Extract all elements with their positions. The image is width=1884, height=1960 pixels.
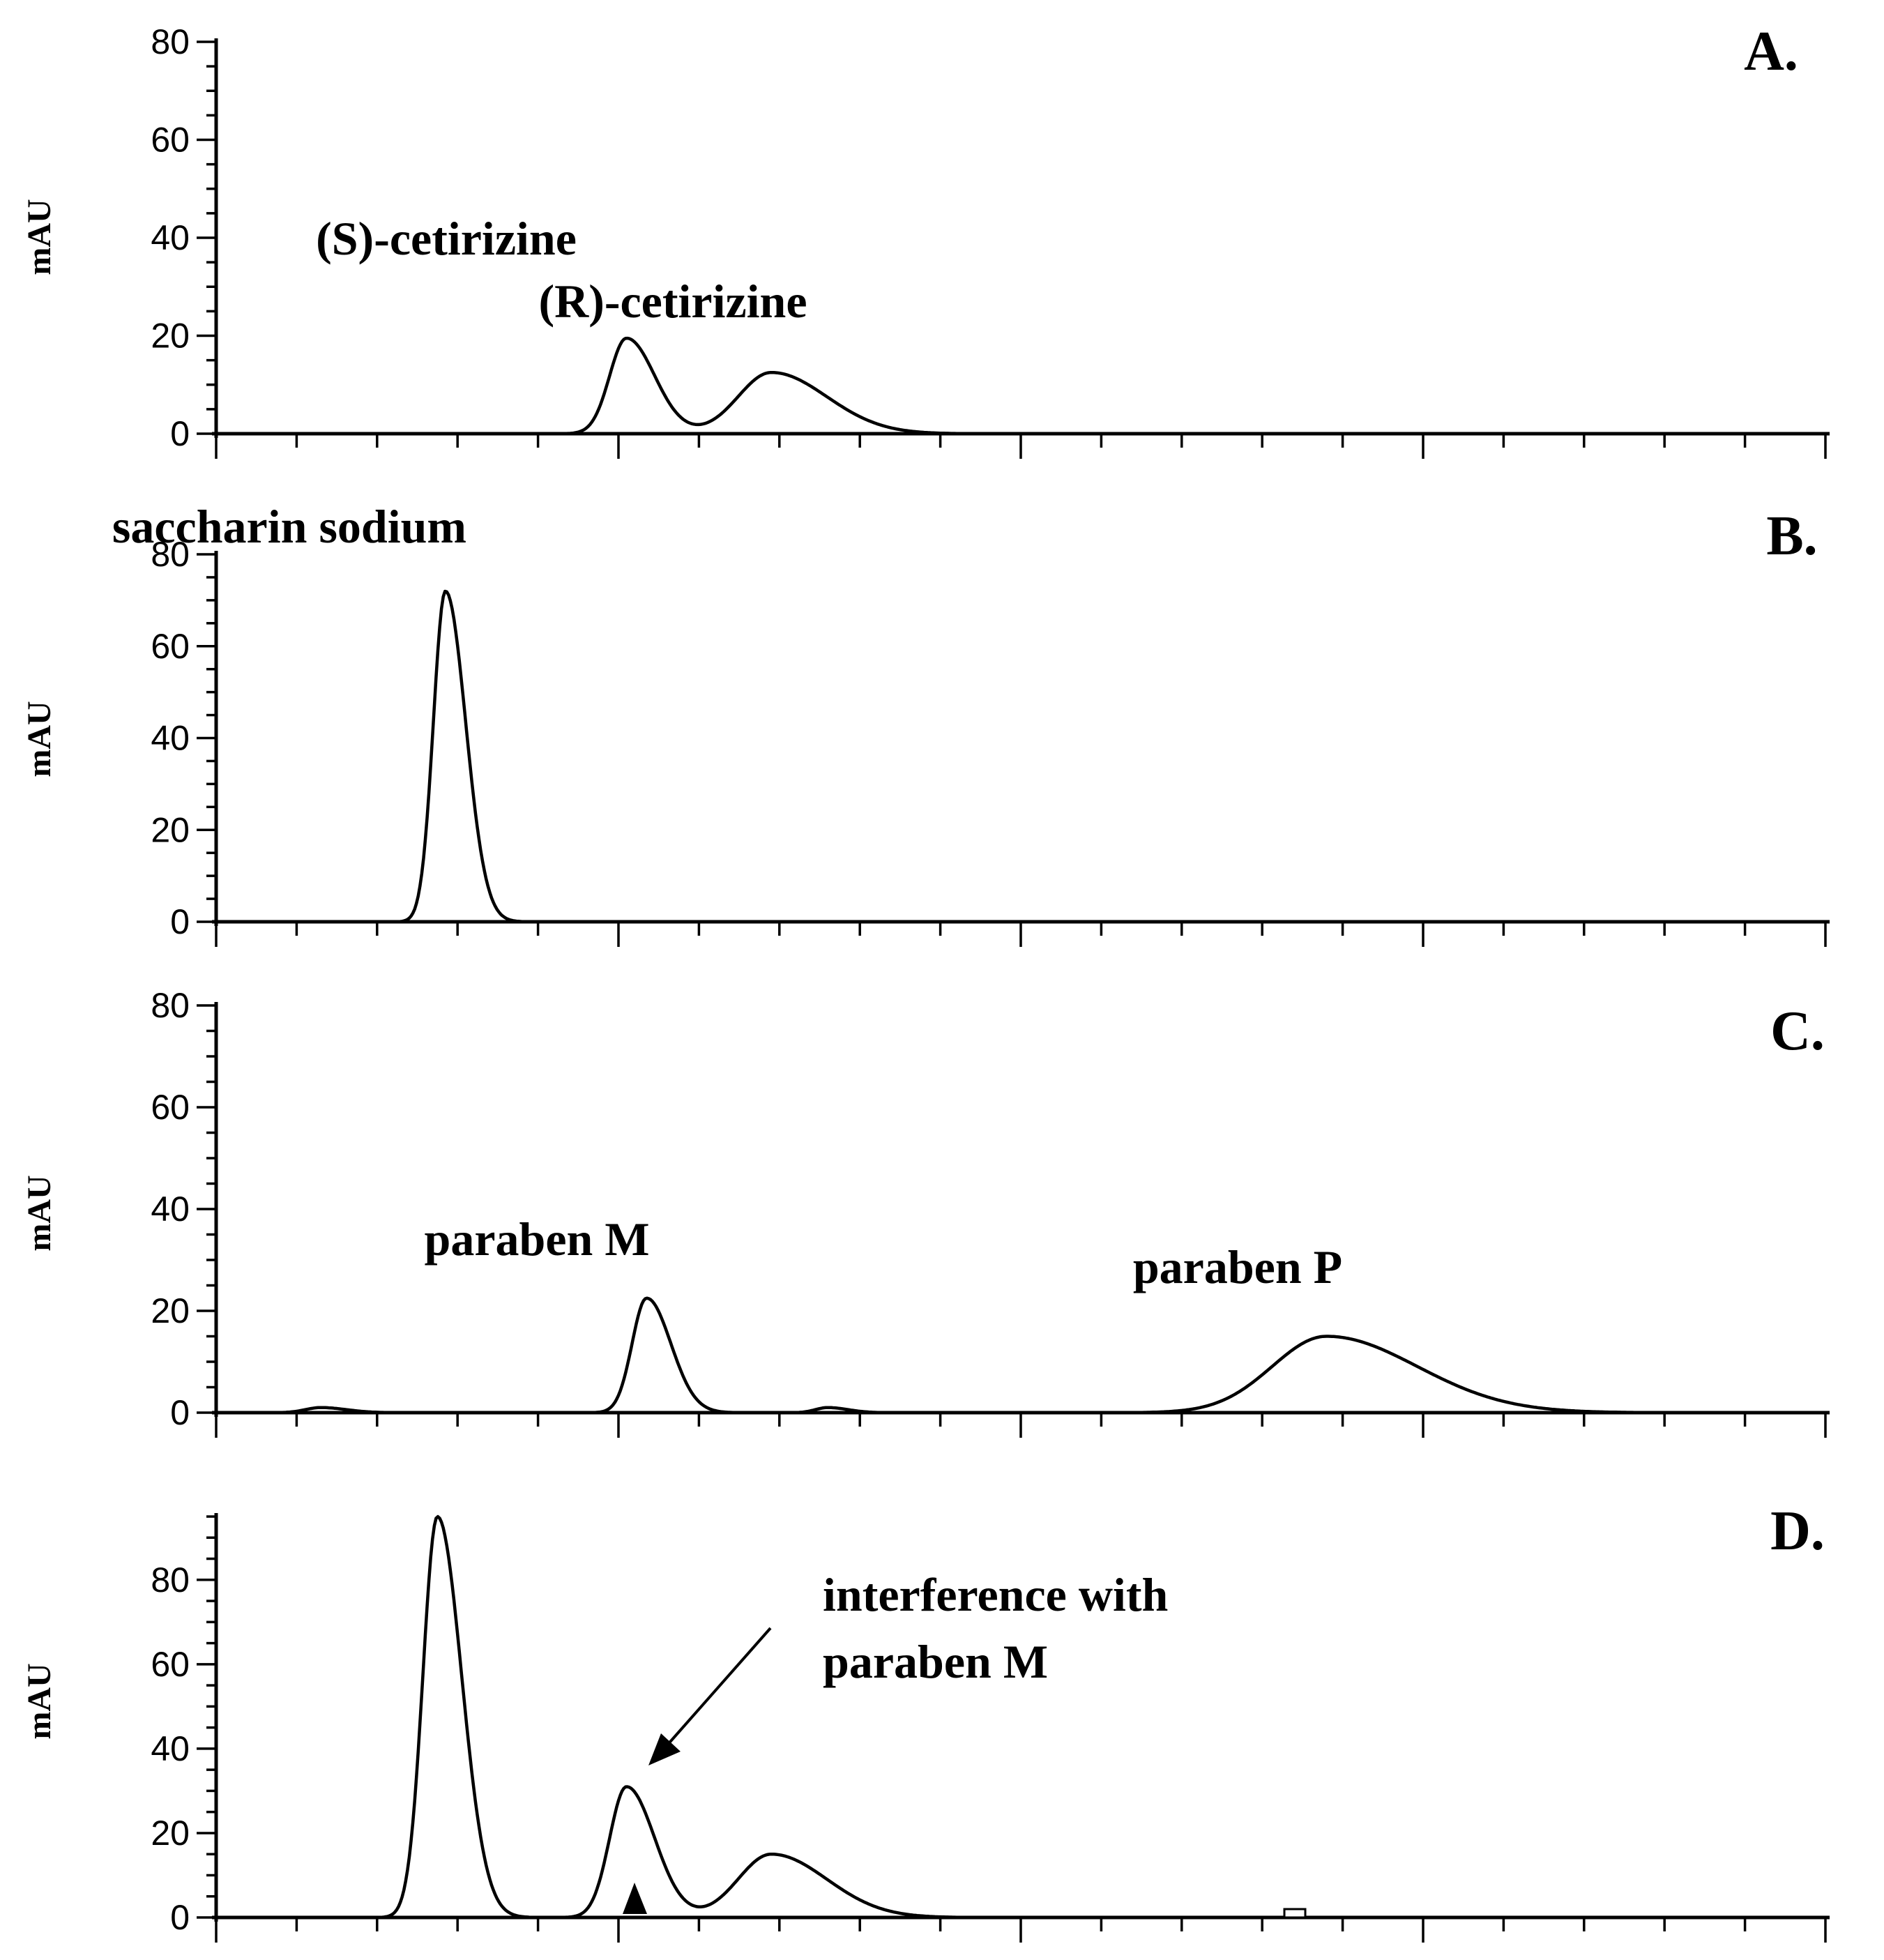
y-tick-label: 40 bbox=[151, 218, 190, 257]
y-tick-label: 60 bbox=[151, 1645, 190, 1684]
annotation-text: paraben M bbox=[823, 1635, 1048, 1688]
chromatogram-trace bbox=[216, 1296, 1825, 1415]
arrow-shaft bbox=[664, 1627, 772, 1748]
annotation-text: saccharin sodium bbox=[112, 500, 466, 553]
triangle-marker bbox=[623, 1883, 647, 1914]
y-tick-label: 80 bbox=[151, 535, 190, 574]
y-tick-label: 20 bbox=[151, 1291, 190, 1330]
panel-label: C. bbox=[1770, 1001, 1825, 1062]
y-tick-label: 60 bbox=[151, 121, 190, 160]
y-tick-label: 0 bbox=[170, 902, 190, 941]
chromatogram-trace bbox=[216, 1514, 1825, 1920]
baseline-blip bbox=[1283, 1908, 1307, 1919]
y-tick-label: 20 bbox=[151, 1814, 190, 1853]
y-tick-label: 40 bbox=[151, 1729, 190, 1768]
y-tick-label: 0 bbox=[170, 1393, 190, 1432]
arrow-head bbox=[648, 1733, 681, 1765]
y-tick-label: 80 bbox=[151, 1560, 190, 1600]
panel-b: 0 20 40 60 80 mAU B. saccharin sodium bbox=[21, 500, 1830, 947]
annotation-text: paraben M bbox=[425, 1213, 650, 1266]
y-axis-title: mAU bbox=[21, 701, 58, 777]
y-axis-title: mAU bbox=[21, 1663, 58, 1739]
annotation-text: paraben P bbox=[1133, 1240, 1342, 1293]
panel-d: 0 20 40 60 80 mAU D. interference with paraben M bbox=[21, 1501, 1830, 1943]
y-tick-label: 60 bbox=[151, 1088, 190, 1127]
y-tick-label: 40 bbox=[151, 1190, 190, 1229]
y-axis-title: mAU bbox=[21, 1175, 58, 1251]
y-tick-label: 60 bbox=[151, 627, 190, 666]
chromatogram-trace bbox=[216, 336, 1825, 436]
y-tick-label: 80 bbox=[151, 22, 190, 61]
annotation-text: (S)-cetirizine bbox=[316, 212, 577, 265]
panel-label: A. bbox=[1744, 21, 1798, 82]
panel-label: D. bbox=[1770, 1501, 1825, 1562]
chromatogram-trace bbox=[216, 589, 1825, 924]
y-tick-label: 20 bbox=[151, 810, 190, 849]
panel-a: 0 20 40 60 80 mAU A. (S)-cetirizine (R)-cetirizi… bbox=[21, 21, 1830, 459]
panel-c: 0 20 40 60 80 mAU C. paraben M paraben P bbox=[21, 986, 1830, 1438]
annotation-text: interference with bbox=[823, 1568, 1168, 1621]
y-tick-label: 20 bbox=[151, 317, 190, 356]
y-tick-label: 0 bbox=[170, 1898, 190, 1937]
y-tick-label: 80 bbox=[151, 986, 190, 1025]
panel-label: B. bbox=[1766, 506, 1817, 567]
annotation-text: (R)-cetirizine bbox=[538, 275, 807, 328]
y-tick-label: 0 bbox=[170, 414, 190, 453]
y-tick-label: 40 bbox=[151, 719, 190, 758]
y-axis-title: mAU bbox=[21, 199, 58, 275]
